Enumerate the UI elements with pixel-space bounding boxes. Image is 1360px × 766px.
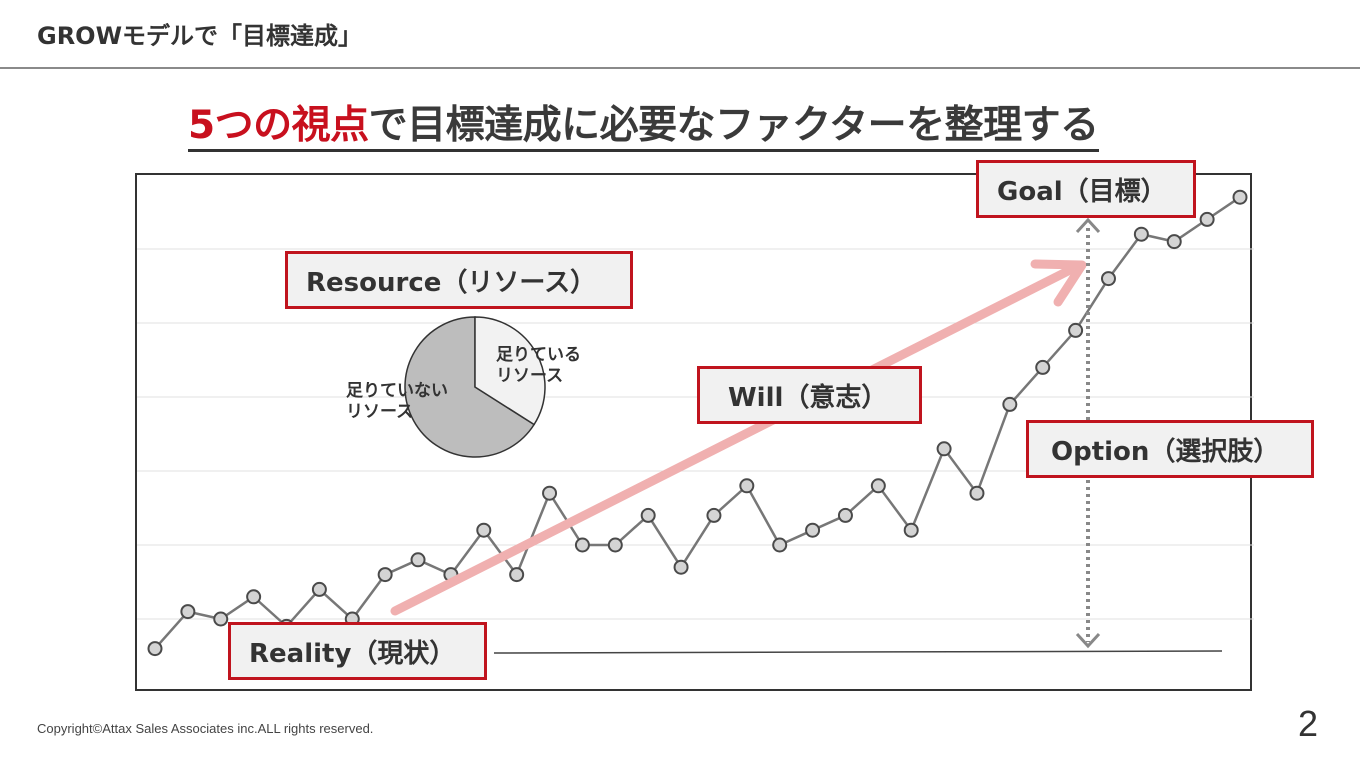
copyright-text: Copyright©Attax Sales Associates inc.ALL… (37, 721, 374, 736)
data-point (607, 537, 623, 553)
page-number: 2 (1298, 703, 1319, 744)
data-point (180, 604, 196, 620)
pie-label-sufficient-line2: リソース (496, 366, 564, 386)
data-point (903, 522, 919, 538)
goal-label: Goal（目標） (976, 160, 1196, 218)
pie-label-insufficient: 足りていない リソース (346, 381, 448, 423)
pie-slice-insufficient (404, 316, 536, 458)
will-arrow-head (1030, 259, 1087, 307)
data-point (1166, 234, 1182, 250)
headline: 5つの視点で目標達成に必要なファクターを整理する (188, 103, 1099, 152)
data-point (706, 507, 722, 523)
will-arrow (390, 265, 1075, 616)
data-point (147, 641, 163, 657)
data-point (574, 537, 590, 553)
option-arrow-head-top (1075, 217, 1101, 234)
data-point (509, 567, 525, 583)
data-point (837, 507, 853, 523)
data-point (1002, 396, 1018, 412)
reality-label: Reality（現状） (228, 622, 487, 680)
resource-pie-chart (404, 316, 546, 458)
resource-label: Resource（リソース） (285, 251, 633, 309)
pie-label-sufficient-line1: 足りている (496, 345, 581, 365)
data-point (969, 485, 985, 501)
pie-slice-sufficient (474, 316, 546, 426)
data-point (1133, 226, 1149, 242)
data-point (805, 522, 821, 538)
reality-baseline (493, 650, 1223, 654)
data-point (377, 567, 393, 583)
will-label: Will（意志） (697, 366, 922, 424)
data-point (542, 485, 558, 501)
data-point (1068, 322, 1084, 338)
data-point (476, 522, 492, 538)
slide-header: GROWモデルで「目標達成」 (0, 0, 1360, 69)
data-point (311, 581, 327, 597)
slide-title: GROWモデルで「目標達成」 (37, 22, 363, 50)
pie-label-insufficient-line2: リソース (346, 402, 414, 422)
headline-accent: 5つの視点 (188, 103, 369, 148)
headline-rest: で目標達成に必要なファクターを整理する (368, 103, 1099, 148)
data-point (1100, 271, 1116, 287)
series-line (154, 196, 1241, 650)
data-point (1232, 189, 1248, 205)
data-point (739, 478, 755, 494)
data-point (410, 552, 426, 568)
data-point (673, 559, 689, 575)
data-point (772, 537, 788, 553)
option-label: Option（選択肢） (1026, 420, 1314, 478)
data-point (1199, 211, 1215, 227)
pie-label-insufficient-line1: 足りていない (346, 381, 448, 401)
data-point (246, 589, 262, 605)
data-point (870, 478, 886, 494)
data-point (213, 611, 229, 627)
data-point (640, 507, 656, 523)
data-point (1035, 359, 1051, 375)
option-arrow-head-bottom (1075, 632, 1101, 649)
data-point (936, 441, 952, 457)
pie-label-sufficient: 足りている リソース (496, 345, 581, 387)
